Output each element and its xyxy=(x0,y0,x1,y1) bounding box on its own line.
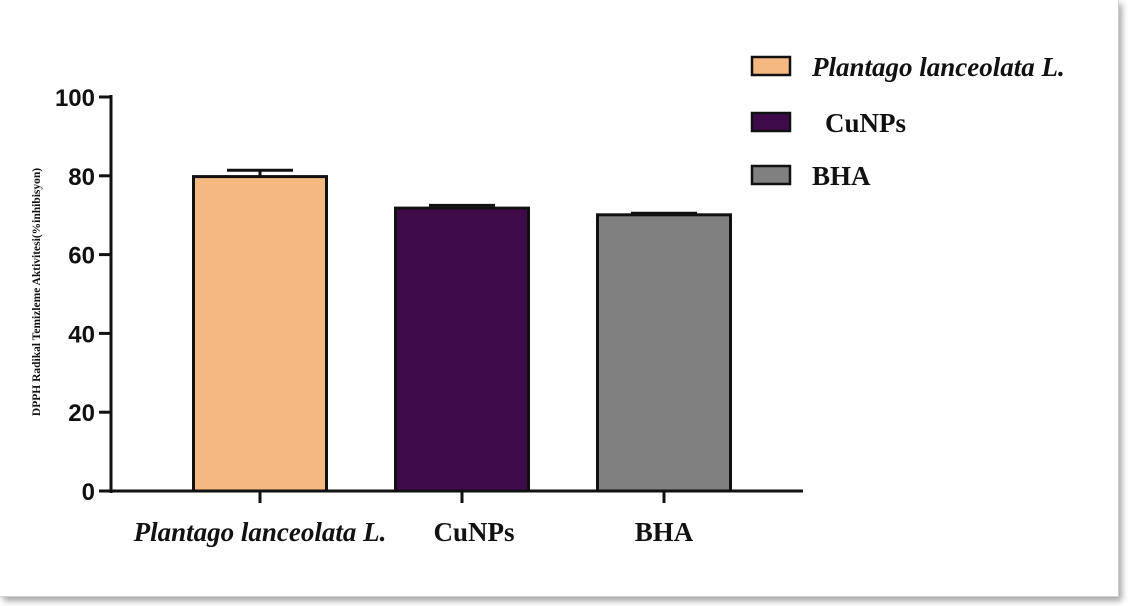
y-ticks: 0 20 40 60 80 100 xyxy=(55,85,111,506)
legend-label: BHA xyxy=(812,161,871,191)
legend-label: CuNPs xyxy=(825,108,906,138)
chart-frame: 0 20 40 60 80 100 Plantago lanceolata L. CuNPs… xyxy=(0,0,1119,597)
legend-swatch xyxy=(750,111,792,133)
bars xyxy=(192,175,732,493)
y-tick-label: 40 xyxy=(68,321,95,348)
bar xyxy=(394,206,530,493)
y-axis-label: DPPH Radikal Temizleme Aktivitesi(%inhib… xyxy=(31,168,43,416)
legend-label: Plantago lanceolata L. xyxy=(811,52,1065,82)
x-tick-label: CuNPs xyxy=(433,517,514,547)
y-tick-label: 0 xyxy=(82,479,95,506)
bar xyxy=(596,213,732,493)
x-tick-label: BHA xyxy=(635,517,694,547)
x-tick-label: Plantago lanceolata L. xyxy=(133,517,387,547)
legend-swatch xyxy=(750,55,792,77)
y-tick-label: 60 xyxy=(68,243,95,270)
y-tick-label: 100 xyxy=(55,85,95,112)
legend-swatch xyxy=(750,164,792,186)
error-bars xyxy=(227,168,697,215)
y-tick-label: 20 xyxy=(68,400,95,427)
legend: Plantago lanceolata L. CuNPs BHA xyxy=(750,52,1065,191)
y-tick-label: 80 xyxy=(68,164,95,191)
x-ticks: Plantago lanceolata L. CuNPs BHA xyxy=(133,491,694,547)
bar xyxy=(192,175,328,493)
